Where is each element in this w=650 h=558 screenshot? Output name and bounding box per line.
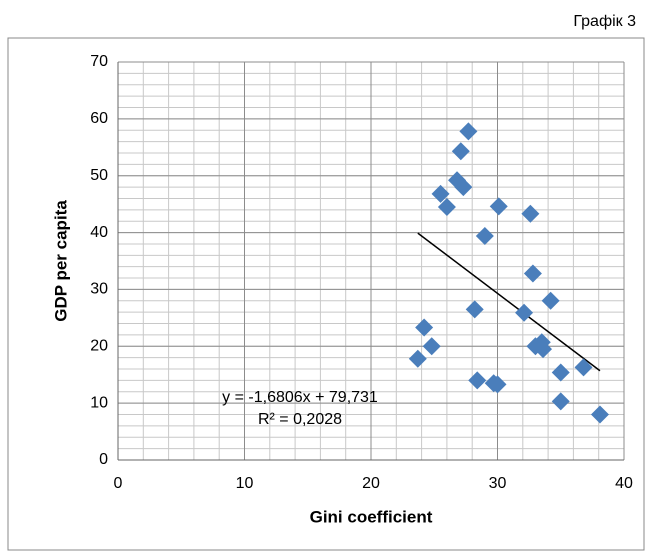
point bbox=[541, 291, 560, 310]
y-axis-title: GDP per capita bbox=[51, 200, 70, 322]
trendline-equation: y = -1,6806x + 79,731 bbox=[222, 389, 378, 406]
y-tick-label: 40 bbox=[90, 224, 108, 241]
y-tick-label: 20 bbox=[90, 338, 108, 355]
point bbox=[515, 303, 534, 322]
x-tick-label: 10 bbox=[236, 475, 254, 492]
point bbox=[551, 363, 570, 382]
trendline bbox=[417, 232, 601, 372]
point bbox=[437, 197, 456, 216]
point bbox=[431, 184, 450, 203]
y-tick-label: 70 bbox=[90, 53, 108, 70]
point bbox=[523, 264, 542, 283]
point bbox=[590, 405, 609, 424]
point bbox=[551, 392, 570, 411]
y-tick-label: 60 bbox=[90, 110, 108, 127]
point bbox=[454, 178, 473, 197]
trendline-r2: R² = 0,2028 bbox=[258, 411, 342, 428]
y-tick-label: 50 bbox=[90, 167, 108, 184]
point bbox=[521, 204, 540, 223]
point bbox=[415, 318, 434, 337]
x-axis-title: Gini coefficient bbox=[310, 507, 433, 526]
caption: Графік 3 bbox=[573, 13, 636, 30]
y-tick-label: 0 bbox=[99, 451, 108, 468]
point bbox=[574, 358, 593, 377]
chart-frame bbox=[7, 37, 645, 551]
y-tick-label: 10 bbox=[90, 394, 108, 411]
x-tick-label: 0 bbox=[114, 475, 123, 492]
point bbox=[534, 340, 553, 359]
point bbox=[422, 337, 441, 356]
point bbox=[489, 197, 508, 216]
x-tick-label: 40 bbox=[615, 475, 633, 492]
point bbox=[459, 122, 478, 141]
point bbox=[475, 226, 494, 245]
x-tick-label: 20 bbox=[362, 475, 380, 492]
point bbox=[465, 300, 484, 319]
x-tick-label: 30 bbox=[489, 475, 507, 492]
point bbox=[488, 375, 507, 394]
point bbox=[408, 349, 427, 368]
y-tick-label: 30 bbox=[90, 281, 108, 298]
point bbox=[468, 371, 487, 390]
point bbox=[451, 142, 470, 161]
